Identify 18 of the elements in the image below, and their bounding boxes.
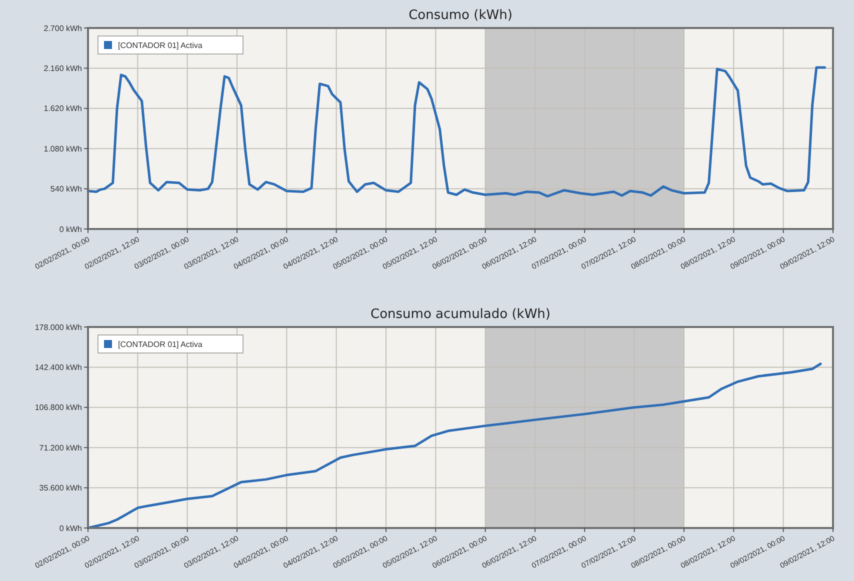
legend-label: [CONTADOR 01] Activa bbox=[118, 40, 203, 50]
y-tick-label: 2.700 kWh bbox=[44, 24, 82, 33]
y-tick-label: 540 kWh bbox=[50, 184, 82, 194]
chart-title: Consumo (kWh) bbox=[408, 8, 512, 23]
legend-label: [CONTADOR 01] Activa bbox=[118, 340, 203, 349]
chart-title: Consumo acumulado (kWh) bbox=[370, 307, 550, 322]
y-tick-label: 0 kWh bbox=[59, 224, 82, 234]
line-series bbox=[86, 362, 822, 530]
y-tick-label: 35.600 kWh bbox=[39, 484, 82, 493]
y-tick-label: 142.400 kWh bbox=[34, 363, 82, 372]
y-tick-label: 2.160 kWh bbox=[44, 64, 82, 73]
y-tick-label: 71.200 kWh bbox=[39, 443, 82, 452]
y-tick-label: 106.800 kWh bbox=[34, 403, 82, 412]
line-series bbox=[86, 66, 826, 198]
y-tick-label: 0 kWh bbox=[59, 524, 82, 533]
y-tick-label: 1.620 kWh bbox=[44, 104, 82, 114]
y-tick-label: 1.080 kWh bbox=[44, 144, 82, 154]
y-tick-label: 178.000 kWh bbox=[34, 322, 82, 332]
